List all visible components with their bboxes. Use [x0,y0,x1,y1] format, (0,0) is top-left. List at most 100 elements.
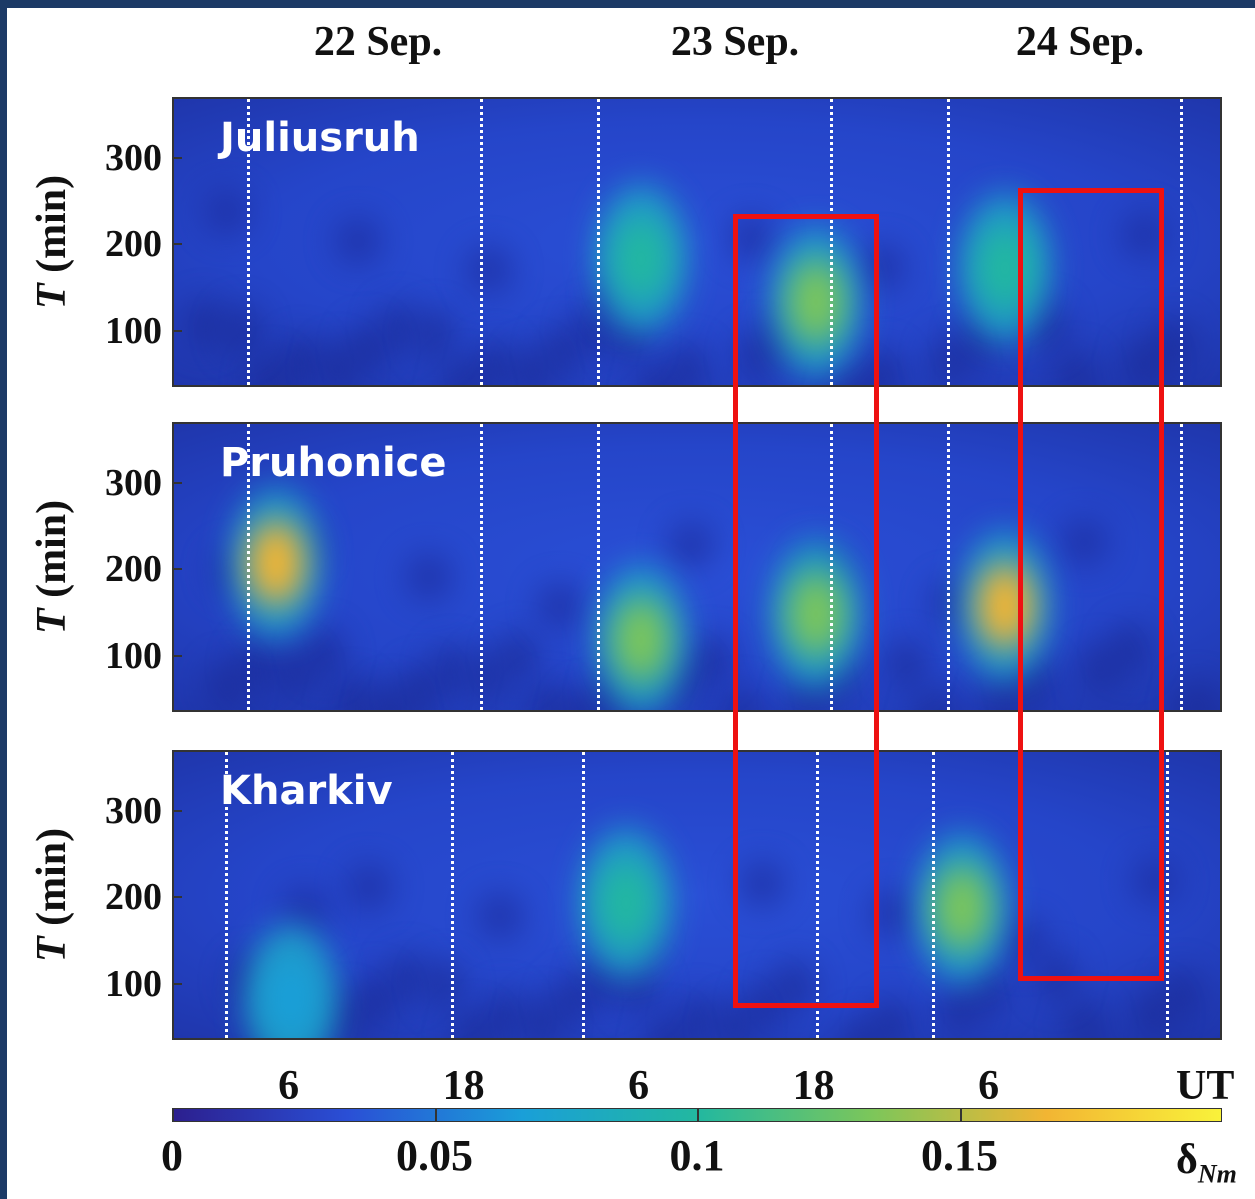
date-label: 23 Sep. [670,19,800,65]
heatmap-shade [415,310,455,360]
heatmap-shade [528,682,568,710]
heatmap-shade [204,189,250,235]
left-border [0,0,7,1199]
heatmap-shade [207,661,247,710]
y-tick-mark [172,156,182,159]
heatmap-shade [859,244,905,290]
heatmap-shade [833,368,873,385]
heatmap-shade [334,678,374,710]
x-tick-label: 6 [278,1063,300,1109]
heatmap-shade [537,583,583,629]
day-boundary-line [596,424,600,710]
day-boundary-line [830,424,834,710]
day-boundary-line [815,752,819,1038]
heatmap-shade [1080,644,1120,694]
day-boundary-line [946,424,950,710]
day-boundary-line [932,752,936,1038]
y-tick-label: 100 [105,962,162,1005]
heatmap-shade [346,864,392,910]
day-boundary-line [830,99,834,385]
x-axis-label: UT [1176,1063,1235,1109]
heatmap-peak [612,217,669,302]
station-label: Kharkiv [220,768,393,814]
y-axis-label: T (min) [29,827,75,963]
x-tick-label: 18 [442,1063,485,1109]
heatmap-shade [512,347,552,385]
y-tick-mark [172,809,182,812]
y-tick-mark [172,243,182,246]
colorbar-tick-mark [172,1108,174,1122]
x-tick-label: 18 [792,1063,835,1109]
heatmap-shade [983,677,1023,710]
heatmap-shade [916,690,956,710]
highlight-box [733,213,880,1008]
station-label: Juliusruh [220,115,420,161]
heatmap-shade [1001,919,1047,965]
day-boundary-line [582,752,586,1038]
heatmap-shade [1132,858,1178,904]
heatmap-shade [736,331,776,381]
day-boundary-line [246,424,250,710]
heatmap-shade [1124,339,1164,385]
colorbar-tick-label: 0.05 [396,1131,473,1180]
y-tick-label: 200 [105,876,162,919]
day-boundary-line [1165,752,1169,1038]
day-boundary-line [246,99,250,385]
heatmap-panel: Kharkiv [172,750,1222,1040]
heatmap-shade [335,218,381,264]
y-tick-label: 100 [105,309,162,352]
heatmap-shade [1057,352,1097,385]
date-label: 22 Sep. [313,19,443,65]
heatmap-shade [939,985,979,1035]
heatmap-shade [521,997,561,1038]
heatmap-shade [318,343,358,385]
day-boundary-line [1180,424,1184,710]
heatmap-shade [886,640,926,690]
colorbar-tick-label: 0.15 [921,1131,998,1180]
heatmap-shade [406,554,452,600]
colorbar-tick-label: 0.1 [669,1131,725,1180]
heatmap-shade [1061,519,1107,565]
heatmap-peak [598,861,655,946]
y-tick-mark [172,654,182,657]
colorbar-tick-label: 0 [161,1131,183,1180]
heatmap-shade [739,861,785,907]
y-tick-mark [172,329,182,332]
y-tick-mark [172,982,182,985]
heatmap-shade [930,335,970,385]
y-tick-mark [172,896,182,899]
day-boundary-line [596,99,600,385]
y-tick-label: 300 [105,789,162,832]
day-boundary-line [480,99,484,385]
heatmap-shade [221,306,261,356]
highlight-box [1017,187,1164,982]
y-tick-mark [172,568,182,571]
y-tick-mark [172,481,182,484]
top-border [0,0,1255,8]
heatmap-shade [639,364,679,385]
y-tick-label: 200 [105,223,162,266]
day-boundary-line [480,424,484,710]
heatmap-peak [977,563,1034,648]
x-tick-label: 6 [978,1063,1000,1109]
heatmap-peak [248,520,305,605]
heatmap-shade [565,689,605,710]
heatmap-shade [842,1018,882,1038]
y-tick-label: 300 [105,461,162,504]
day-boundary-line [946,99,950,385]
date-label: 24 Sep. [1015,19,1145,65]
day-boundary-line [1180,99,1184,385]
y-tick-label: 200 [105,548,162,591]
colorbar-label: δNm [1176,1136,1237,1189]
heatmap-peak [787,260,844,345]
heatmap-shade [668,522,714,568]
day-boundary-line [451,752,455,1038]
station-label: Pruhonice [220,440,447,486]
y-tick-label: 300 [105,136,162,179]
y-tick-label: 100 [105,634,162,677]
y-axis-label: T (min) [29,174,75,310]
heatmap-shade [477,893,523,939]
heatmap-peak [262,956,319,1038]
heatmap-peak [787,572,844,657]
heatmap-peak [612,598,669,683]
